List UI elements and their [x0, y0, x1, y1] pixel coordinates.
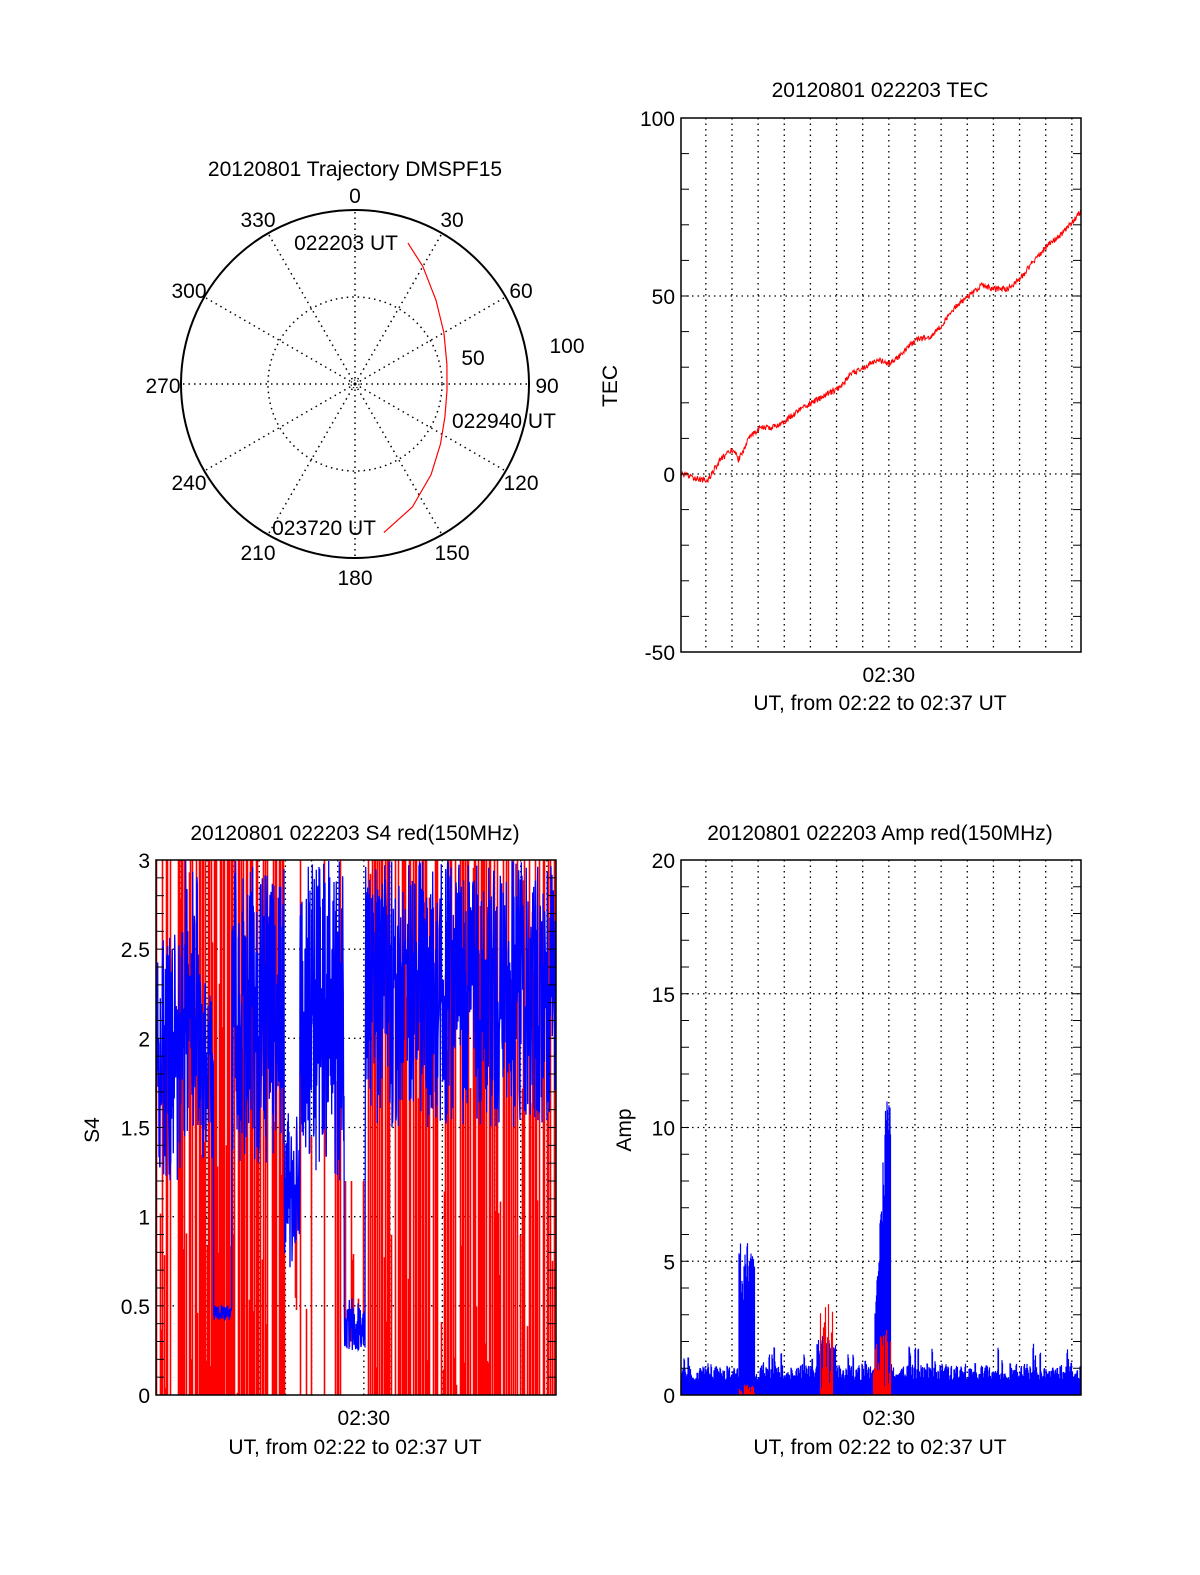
trajectory-time-label: 022940 UT [452, 410, 556, 433]
s4-x-tick-label: 02:30 [338, 1407, 391, 1430]
s4-plot: 20120801 022203 S4 red(150MHz) UT, from … [81, 822, 557, 1459]
tec-plot: 20120801 022203 TEC UT, from 02:22 to 02… [599, 79, 1082, 715]
polar-outer-ring [180, 209, 530, 559]
trajectory-time-label: 022203 UT [294, 232, 398, 255]
amp-title: 20120801 022203 Amp red(150MHz) [707, 822, 1053, 845]
polar-angle-label: 0 [349, 185, 361, 208]
tec-y-tick-label: -50 [645, 642, 675, 665]
polar-angle-label: 210 [240, 542, 275, 565]
polar-spoke [203, 296, 356, 385]
polar-ring-50 [267, 296, 443, 472]
polar-angle-label: 240 [171, 472, 206, 495]
polar-angle-label: 180 [337, 567, 372, 590]
polar-spoke [354, 383, 443, 536]
polar-angle-label: 120 [503, 472, 538, 495]
amp-y-tick-label: 15 [652, 984, 675, 1007]
polar-spoke [354, 232, 443, 385]
amp-y-tick-label: 5 [663, 1251, 675, 1274]
amp-x-tick-label: 02:30 [863, 1407, 916, 1430]
tec-title: 20120801 022203 TEC [772, 79, 989, 102]
s4-ylabel: S4 [81, 1117, 104, 1143]
s4-y-tick-label: 0 [138, 1385, 150, 1408]
amp-y-tick-label: 0 [663, 1385, 675, 1408]
tec-y-tick-label: 0 [663, 464, 675, 487]
tec-y-tick-label: 100 [640, 108, 675, 131]
s4-y-tick-label: 0.5 [121, 1296, 150, 1319]
amp-y-tick-label: 10 [652, 1118, 675, 1141]
amp-plot: 20120801 022203 Amp red(150MHz) UT, from… [613, 822, 1082, 1459]
polar-angle-label: 90 [535, 375, 558, 398]
amp-y-tick-label: 20 [652, 850, 675, 873]
polar-title: 20120801 Trajectory DMSPF15 [208, 158, 502, 181]
tec-series-line [680, 209, 1082, 483]
s4-y-tick-label: 1.5 [121, 1118, 150, 1141]
tec-ylabel: TEC [599, 365, 622, 407]
polar-angle-label: 60 [509, 280, 532, 303]
s4-blue-series [155, 860, 557, 1353]
amp-axes-frame [680, 859, 1082, 1396]
tec-xlabel: UT, from 02:22 to 02:37 UT [753, 692, 1006, 715]
s4-y-tick-label: 1 [138, 1207, 150, 1230]
s4-axes-frame [155, 859, 557, 1396]
polar-spoke [203, 383, 356, 472]
s4-y-tick-label: 2 [138, 1028, 150, 1051]
polar-center [350, 379, 360, 389]
polar-angle-label: 300 [171, 280, 206, 303]
s4-title: 20120801 022203 S4 red(150MHz) [190, 822, 519, 845]
s4-y-tick-label: 3 [138, 850, 150, 873]
polar-angle-label: 270 [145, 375, 180, 398]
tec-y-tick-label: 50 [652, 286, 675, 309]
s4-y-tick-label: 2.5 [121, 939, 150, 962]
tec-axes-frame [680, 117, 1082, 653]
polar-angle-label: 30 [440, 209, 463, 232]
polar-angle-label: 150 [434, 542, 469, 565]
trajectory-line [383, 242, 448, 534]
s4-xlabel: UT, from 02:22 to 02:37 UT [228, 1436, 481, 1459]
polar-radius-label: 50 [461, 347, 484, 370]
polar-spoke [354, 383, 507, 472]
polar-angle-label: 330 [240, 209, 275, 232]
amp-xlabel: UT, from 02:22 to 02:37 UT [753, 1436, 1006, 1459]
polar-spoke [267, 383, 356, 536]
trajectory-time-label: 023720 UT [272, 517, 376, 540]
tec-x-tick-label: 02:30 [863, 664, 916, 687]
amp-ylabel: Amp [613, 1108, 636, 1151]
polar-trajectory-plot: 20120801 Trajectory DMSPF15 0 30 60 90 120 15… [145, 158, 584, 590]
amp-red-series [738, 1304, 892, 1395]
polar-spoke [354, 296, 507, 385]
polar-spoke [267, 232, 356, 385]
polar-radius-label: 100 [549, 335, 584, 358]
